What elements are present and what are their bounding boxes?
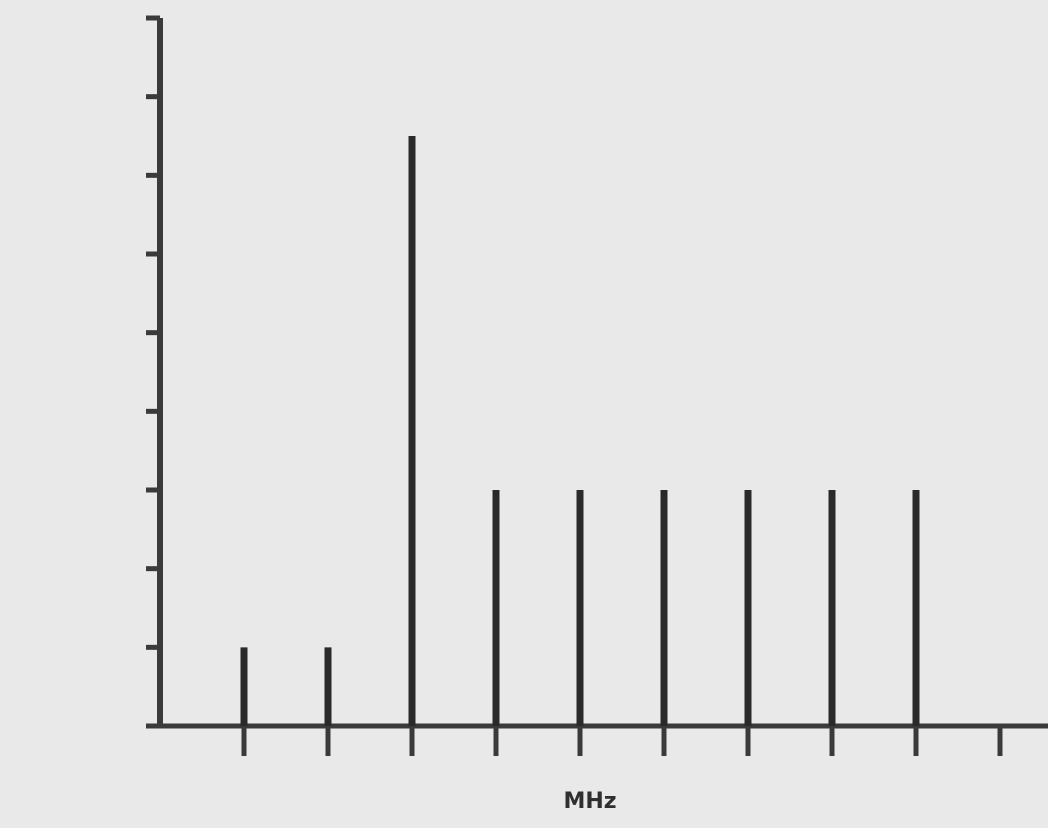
x-axis-title: MHz (563, 789, 616, 814)
bars-group (240, 136, 920, 726)
